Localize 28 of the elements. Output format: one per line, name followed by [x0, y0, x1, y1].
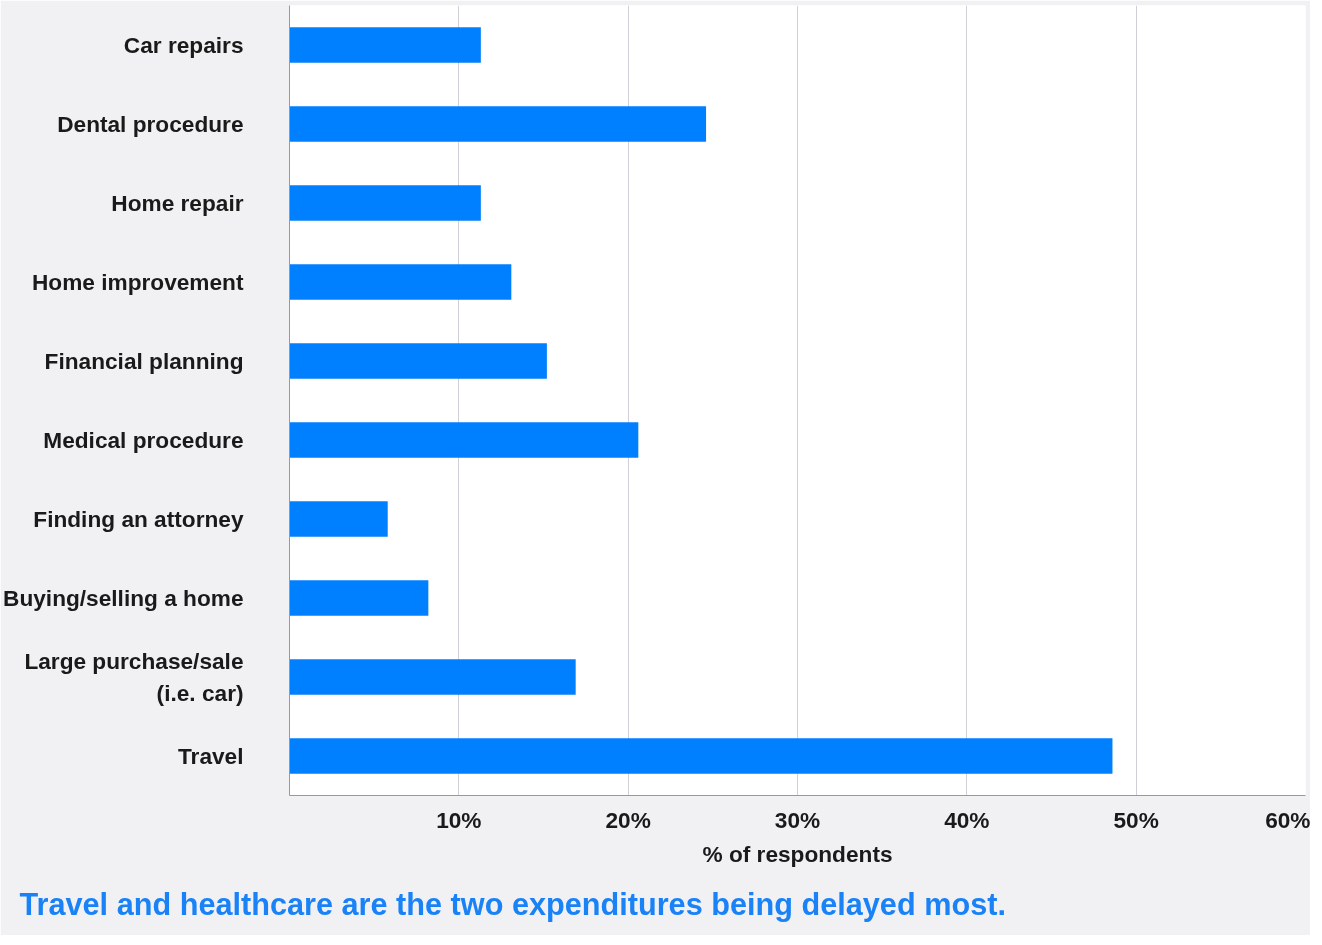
y-tick-label: Travel [178, 743, 244, 769]
x-tick-label: 40% [944, 806, 990, 833]
bar [289, 580, 429, 616]
y-tick-label: Car repairs [123, 32, 244, 58]
bar [289, 422, 639, 458]
text: Travel and healthcare are the two expenditures being delayed most. [19, 886, 1006, 922]
x-tick-label: 20% [605, 806, 651, 833]
x-tick-label: 60% [1265, 806, 1311, 833]
x-tick-label: 30% [774, 806, 821, 833]
bar [289, 185, 481, 221]
bar [289, 27, 481, 63]
y-tick-label: Dental procedure [57, 111, 244, 137]
y-tick-label: Medical procedure [43, 427, 244, 453]
x-axis-title: % of respondents [702, 840, 893, 867]
bar [289, 343, 547, 379]
y-tick-label: Financial planning [44, 348, 244, 374]
bar [289, 738, 1113, 774]
y-tick-label: Finding an attorney [33, 506, 244, 532]
bar [289, 106, 707, 142]
bar [289, 264, 512, 300]
bar [289, 501, 388, 537]
x-tick-label: 50% [1113, 806, 1159, 833]
x-tick-label: 10% [436, 806, 482, 833]
y-tick-label: Large purchase/sale (i.e. car) [24, 648, 244, 706]
y-tick-label: Home improvement [31, 269, 244, 295]
y-tick-label: Buying/selling a home [3, 585, 244, 611]
y-tick-label: Home repair [111, 190, 244, 216]
bar [289, 659, 576, 695]
